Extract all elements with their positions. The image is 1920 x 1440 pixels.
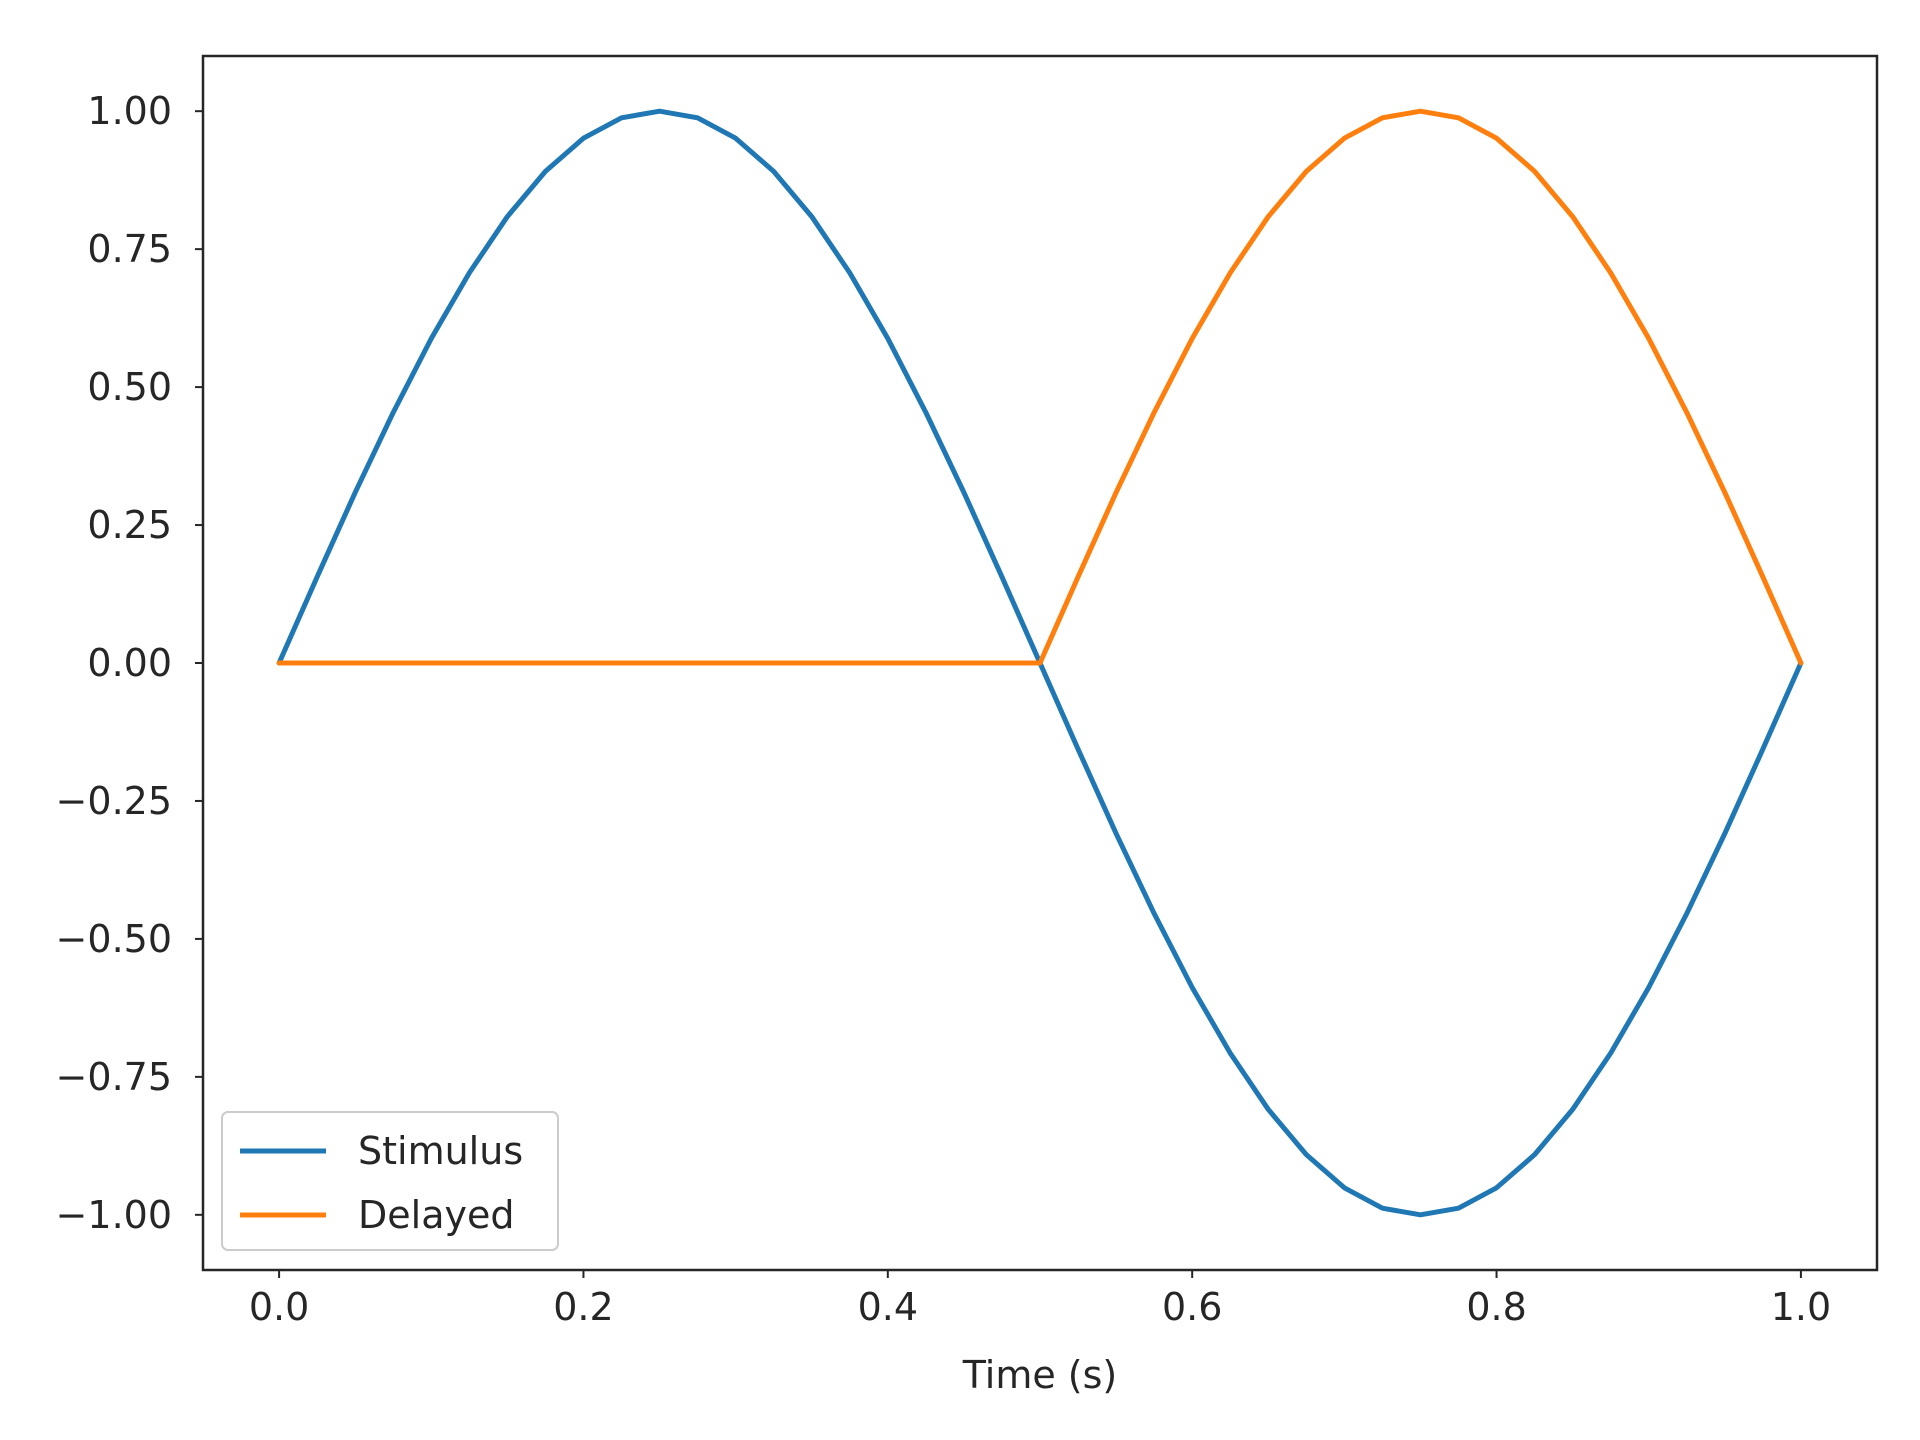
legend-label-stimulus: Stimulus [358, 1129, 523, 1173]
y-tick-label: −1.00 [56, 1193, 172, 1237]
y-tick-label: 0.25 [87, 503, 172, 547]
x-tick-label: 0.6 [1162, 1285, 1222, 1329]
x-tick-label: 0.2 [553, 1285, 613, 1329]
x-tick-label: 1.0 [1771, 1285, 1831, 1329]
y-tick-layer: 1.00 0.75 0.50 0.25 0.00 −0.25 −0.50 −0.75 −1.00 [56, 89, 203, 1237]
legend-label-delayed: Delayed [358, 1193, 514, 1237]
x-tick-label: 0.8 [1466, 1285, 1526, 1329]
x-tick-label: 0.4 [858, 1285, 918, 1329]
series-line-delayed [276, 108, 1804, 666]
y-tick-label: −0.25 [56, 779, 172, 823]
legend: Stimulus Delayed [221, 1111, 559, 1251]
x-tick-label: 0.0 [249, 1285, 309, 1329]
y-tick-label: 1.00 [87, 89, 172, 133]
y-tick-label: 0.75 [87, 227, 172, 271]
y-tick-label: −0.75 [56, 1055, 172, 1099]
y-tick-label: 0.00 [87, 641, 172, 685]
y-tick-label: 0.50 [87, 365, 172, 409]
x-axis-label: Time (s) [962, 1353, 1118, 1397]
y-tick-label: −0.50 [56, 917, 172, 961]
series-layer [276, 108, 1804, 1218]
x-tick-layer: 0.0 0.2 0.4 0.6 0.8 1.0 [249, 1270, 1831, 1329]
